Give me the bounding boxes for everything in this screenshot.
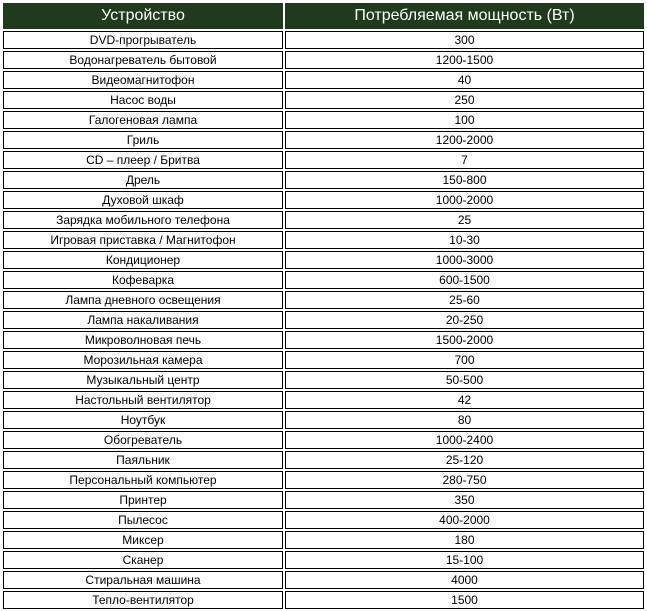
table-body: DVD-прогрыватель 300 Водонагреватель бытов… — [3, 31, 644, 609]
table-row: Музыкальный центр 50-500 — [3, 371, 644, 389]
device-cell: Обогреватель — [3, 431, 283, 449]
power-cell: 300 — [285, 31, 644, 49]
device-cell: Настольный вентилятор — [3, 391, 283, 409]
power-cell: 7 — [285, 151, 644, 169]
power-cell: 600-1500 — [285, 271, 644, 289]
power-cell: 150-800 — [285, 171, 644, 189]
power-cell: 1000-3000 — [285, 251, 644, 269]
device-cell: Миксер — [3, 531, 283, 549]
power-cell: 42 — [285, 391, 644, 409]
table-row: Игровая приставка / Магнитофон 10-30 — [3, 231, 644, 249]
table-row: Обогреватель 1000-2400 — [3, 431, 644, 449]
device-cell: Микроволновая печь — [3, 331, 283, 349]
device-cell: Сканер — [3, 551, 283, 569]
power-cell: 180 — [285, 531, 644, 549]
power-cell: 280-750 — [285, 471, 644, 489]
table-row: Лампа дневного освещения 25-60 — [3, 291, 644, 309]
table-row: Стиральная машина 4000 — [3, 571, 644, 589]
table-row: Видеомагнитофон 40 — [3, 71, 644, 89]
power-cell: 10-30 — [285, 231, 644, 249]
table-row: Пылесос 400-2000 — [3, 511, 644, 529]
device-cell: Морозильная камера — [3, 351, 283, 369]
table-row: Водонагреватель бытовой 1200-1500 — [3, 51, 644, 69]
device-cell: Дрель — [3, 171, 283, 189]
header-row: Устройство Потребляемая мощность (Вт) — [3, 3, 644, 29]
power-cell: 25-60 — [285, 291, 644, 309]
device-cell: Кофеварка — [3, 271, 283, 289]
table-row: Гриль 1200-2000 — [3, 131, 644, 149]
table-row: Принтер 350 — [3, 491, 644, 509]
table-header: Устройство Потребляемая мощность (Вт) — [3, 3, 644, 29]
power-cell: 1200-2000 — [285, 131, 644, 149]
table-row: Паяльник 25-120 — [3, 451, 644, 469]
table-row: Сканер 15-100 — [3, 551, 644, 569]
table-row: Духовой шкаф 1000-2000 — [3, 191, 644, 209]
device-cell: Лампа дневного освещения — [3, 291, 283, 309]
device-cell: Галогеновая лампа — [3, 111, 283, 129]
device-cell: Зарядка мобильного телефона — [3, 211, 283, 229]
table-row: Ноутбук 80 — [3, 411, 644, 429]
device-cell: Музыкальный центр — [3, 371, 283, 389]
power-cell: 1000-2000 — [285, 191, 644, 209]
table-row: Насос воды 250 — [3, 91, 644, 109]
device-cell: Стиральная машина — [3, 571, 283, 589]
device-cell: Принтер — [3, 491, 283, 509]
table-row: Микроволновая печь 1500-2000 — [3, 331, 644, 349]
power-cell: 20-250 — [285, 311, 644, 329]
device-cell: Тепло-вентилятор — [3, 591, 283, 609]
power-cell: 1500 — [285, 591, 644, 609]
table-row: Лампа накаливания 20-250 — [3, 311, 644, 329]
device-cell: Игровая приставка / Магнитофон — [3, 231, 283, 249]
power-cell: 700 — [285, 351, 644, 369]
power-cell: 40 — [285, 71, 644, 89]
power-cell: 1200-1500 — [285, 51, 644, 69]
device-cell: Кондиционер — [3, 251, 283, 269]
power-cell: 350 — [285, 491, 644, 509]
device-cell: DVD-прогрыватель — [3, 31, 283, 49]
table-row: Кондиционер 1000-3000 — [3, 251, 644, 269]
power-cell: 4000 — [285, 571, 644, 589]
table-row: DVD-прогрыватель 300 — [3, 31, 644, 49]
table-row: Галогеновая лампа 100 — [3, 111, 644, 129]
power-cell: 250 — [285, 91, 644, 109]
device-cell: Ноутбук — [3, 411, 283, 429]
table-row: Зарядка мобильного телефона 25 — [3, 211, 644, 229]
power-cell: 1500-2000 — [285, 331, 644, 349]
header-device: Устройство — [3, 3, 283, 29]
table-row: Настольный вентилятор 42 — [3, 391, 644, 409]
table-row: Морозильная камера 700 — [3, 351, 644, 369]
power-cell: 15-100 — [285, 551, 644, 569]
device-cell: Лампа накаливания — [3, 311, 283, 329]
power-cell: 400-2000 — [285, 511, 644, 529]
device-cell: Персональный компьютер — [3, 471, 283, 489]
power-cell: 100 — [285, 111, 644, 129]
table-row: Дрель 150-800 — [3, 171, 644, 189]
table-row: Кофеварка 600-1500 — [3, 271, 644, 289]
power-cell: 25-120 — [285, 451, 644, 469]
device-cell: Паяльник — [3, 451, 283, 469]
table-row: Миксер 180 — [3, 531, 644, 549]
device-cell: Пылесос — [3, 511, 283, 529]
device-cell: Водонагреватель бытовой — [3, 51, 283, 69]
device-cell: CD – плеер / Бритва — [3, 151, 283, 169]
table-row: Тепло-вентилятор 1500 — [3, 591, 644, 609]
power-cell: 1000-2400 — [285, 431, 644, 449]
power-cell: 80 — [285, 411, 644, 429]
device-cell: Гриль — [3, 131, 283, 149]
device-cell: Насос воды — [3, 91, 283, 109]
table-row: CD – плеер / Бритва 7 — [3, 151, 644, 169]
device-cell: Видеомагнитофон — [3, 71, 283, 89]
header-power: Потребляемая мощность (Вт) — [285, 3, 644, 29]
table-row: Персональный компьютер 280-750 — [3, 471, 644, 489]
power-cell: 25 — [285, 211, 644, 229]
device-cell: Духовой шкаф — [3, 191, 283, 209]
power-cell: 50-500 — [285, 371, 644, 389]
